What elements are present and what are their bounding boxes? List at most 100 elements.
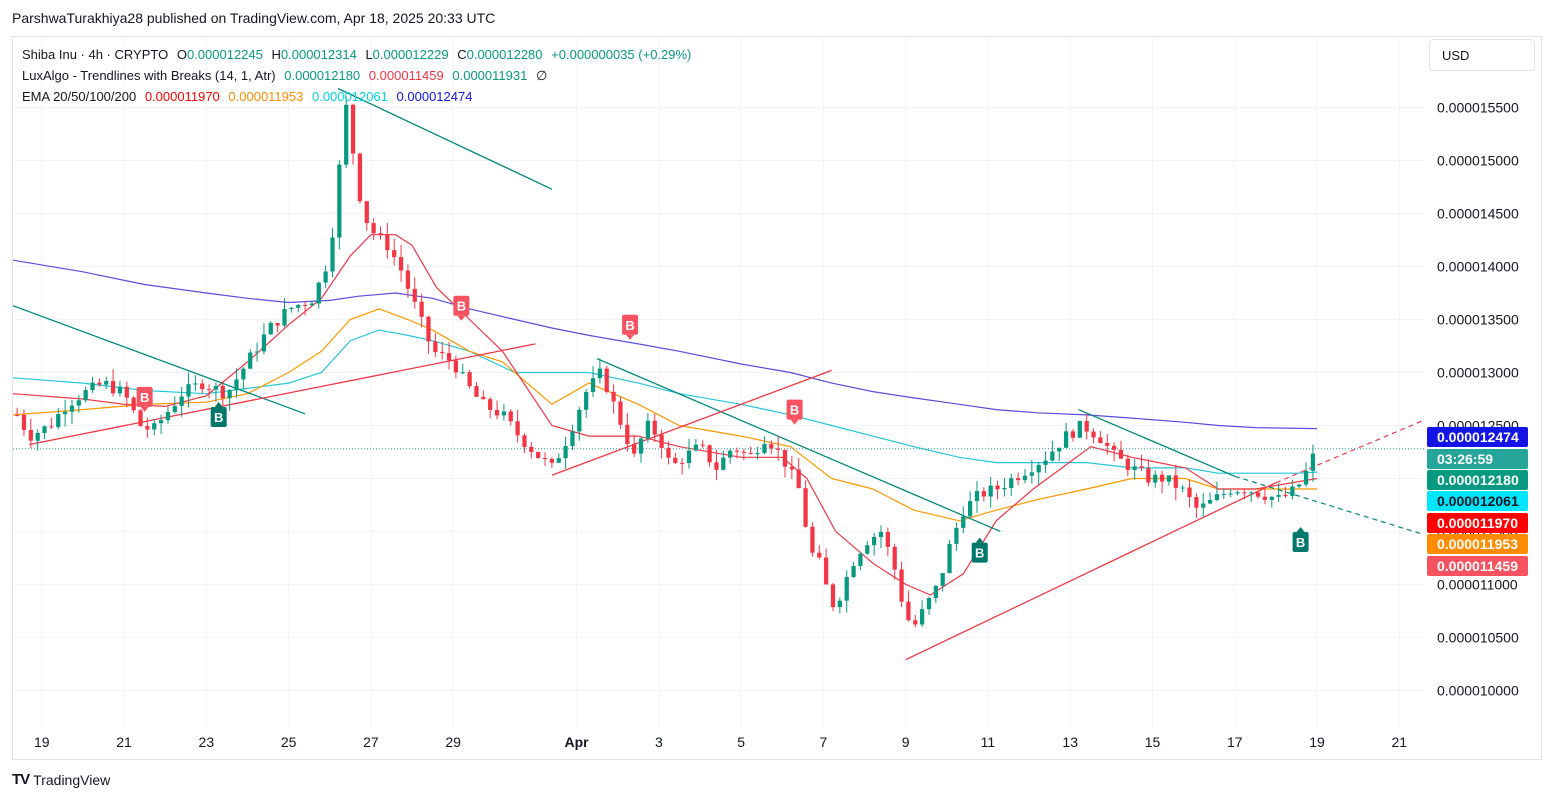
candle-body xyxy=(1091,431,1096,438)
candle-body xyxy=(892,546,897,570)
candle xyxy=(1262,489,1268,505)
candle-body xyxy=(426,316,431,342)
candle xyxy=(1063,423,1069,448)
price-badge[interactable]: 0.000012180 xyxy=(1427,470,1528,490)
candle xyxy=(817,545,822,560)
signal-box xyxy=(971,542,988,563)
x-tick-label: Apr xyxy=(565,734,590,750)
brand-name[interactable]: TradingView xyxy=(33,771,111,788)
candle xyxy=(810,522,815,557)
candle xyxy=(1105,434,1110,455)
candle xyxy=(1070,429,1076,442)
ema20-line xyxy=(13,234,1318,596)
candle xyxy=(1207,492,1213,505)
x-tick-label: 17 xyxy=(1227,734,1243,750)
candle xyxy=(549,457,555,468)
candle xyxy=(652,413,657,442)
candle xyxy=(446,341,452,370)
candle xyxy=(693,439,699,452)
candle-body xyxy=(1194,497,1199,508)
signal-pointer xyxy=(214,401,223,407)
candle xyxy=(337,160,342,250)
candle-body xyxy=(172,405,177,412)
candle xyxy=(330,227,335,278)
candle xyxy=(440,342,445,360)
candle xyxy=(680,458,685,475)
legend-ema-row[interactable]: EMA 20/50/100/200 0.000011970 0.00001195… xyxy=(22,86,696,107)
candle xyxy=(1091,428,1096,444)
candle xyxy=(453,355,459,379)
candle-body xyxy=(817,552,822,558)
candle xyxy=(1235,490,1240,496)
trendline-down xyxy=(596,358,1001,533)
candle xyxy=(275,322,280,333)
ema20-value: 0.000011970 xyxy=(144,89,220,104)
ema-label[interactable]: EMA 20/50/100/200 xyxy=(22,89,137,104)
price-badge[interactable]: 0.000012474 xyxy=(1427,427,1528,447)
luxalgo-label[interactable]: LuxAlgo - Trendlines with Breaks (14, 1,… xyxy=(22,68,276,83)
candle xyxy=(597,358,603,384)
candle-body xyxy=(42,426,47,433)
price-badge[interactable]: 0.000012061 xyxy=(1427,491,1528,511)
price-badge-bg xyxy=(1427,449,1528,469)
candle-body xyxy=(446,353,452,361)
candle xyxy=(926,596,932,615)
candle xyxy=(1002,477,1007,497)
candle-body xyxy=(782,449,788,467)
candle-body xyxy=(789,466,794,470)
candle-body xyxy=(803,488,808,527)
candle xyxy=(110,369,116,397)
trendline-down xyxy=(337,87,553,190)
footer: TV TradingView xyxy=(12,771,110,788)
candle-body xyxy=(858,553,863,567)
candle xyxy=(378,226,383,240)
candle xyxy=(577,406,582,441)
candle xyxy=(302,301,308,316)
x-tick-label: 29 xyxy=(445,734,461,750)
ema100-line xyxy=(13,329,1318,474)
price-badge[interactable]: 03:26:59 xyxy=(1427,449,1528,469)
candle-body xyxy=(632,443,637,454)
price-badge[interactable]: 0.000011970 xyxy=(1427,513,1528,533)
signal-pointer xyxy=(140,406,149,412)
luxalgo-value-3: 0.000011931 xyxy=(452,68,528,83)
candle xyxy=(604,365,609,394)
symbol-label[interactable]: Shiba Inu · 4h · CRYPTO xyxy=(22,47,169,62)
candle xyxy=(282,298,287,328)
price-badge[interactable]: 0.000011459 xyxy=(1427,556,1528,576)
luxalgo-value-1: 0.000012180 xyxy=(284,68,361,83)
candle-body xyxy=(309,303,315,306)
price-badge[interactable]: 0.000011953 xyxy=(1427,534,1528,554)
price-badge-bg xyxy=(1427,470,1528,490)
candle xyxy=(734,447,740,459)
candle xyxy=(481,390,486,400)
candle-body xyxy=(625,424,630,444)
price-badge-bg xyxy=(1427,491,1528,511)
candle xyxy=(344,96,349,168)
candle xyxy=(522,433,527,454)
legend-luxalgo-row[interactable]: LuxAlgo - Trendlines with Breaks (14, 1,… xyxy=(22,65,696,86)
candle-body xyxy=(611,391,616,402)
candle xyxy=(200,379,205,394)
candle-body xyxy=(248,352,253,369)
candle-body xyxy=(1290,486,1295,497)
candle xyxy=(1139,454,1144,471)
tradingview-logo-icon[interactable]: TV xyxy=(12,771,30,788)
candle-body xyxy=(844,576,849,601)
candle-body xyxy=(1050,451,1055,461)
currency-button[interactable]: USD xyxy=(1429,39,1535,71)
legend: Shiba Inu · 4h · CRYPTO O0.000012245 H0.… xyxy=(22,44,696,107)
candle xyxy=(851,561,856,578)
legend-symbol-row[interactable]: Shiba Inu · 4h · CRYPTO O0.000012245 H0.… xyxy=(22,44,696,65)
candle-body xyxy=(542,457,548,459)
close-value: 0.000012280 xyxy=(466,47,543,62)
candle xyxy=(56,407,61,430)
signal-pointer xyxy=(790,419,799,425)
candle xyxy=(954,522,959,551)
candle-body xyxy=(364,201,369,224)
ema50-value: 0.000011953 xyxy=(228,89,304,104)
candle xyxy=(515,409,520,443)
candle-body xyxy=(1303,470,1309,485)
candle-body xyxy=(220,385,225,399)
